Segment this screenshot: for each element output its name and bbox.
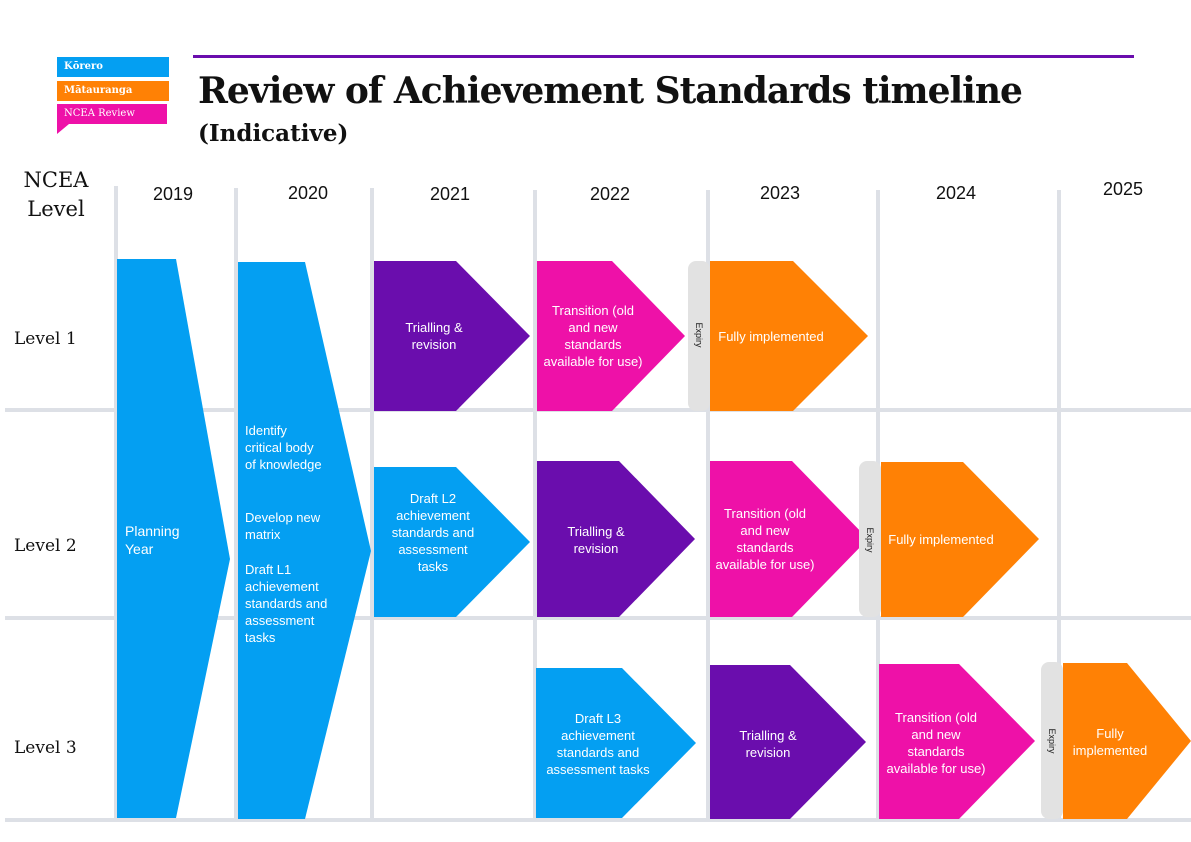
grid-line — [706, 190, 710, 822]
l1-trial-text: Trialling & revision — [405, 320, 463, 352]
level-2-label: Level 2 — [14, 536, 77, 556]
l3-expiry-bar — [1041, 662, 1063, 819]
grid-row-line — [5, 616, 1191, 620]
year-2021: 2021 — [430, 184, 471, 204]
l3-expiry-label: Expiry — [1047, 728, 1057, 754]
planning-year-arrow — [117, 259, 230, 818]
logo-korero: Kōrero — [57, 57, 169, 77]
l2-trial-arrow — [537, 461, 695, 617]
l3-full-text: Fully implemented — [1072, 726, 1148, 758]
grid-line — [1057, 190, 1061, 822]
development-step-2: Develop new matrix — [245, 510, 321, 542]
l3-transition-arrow — [879, 664, 1035, 819]
l2-full-text: Fully implemented — [888, 531, 994, 547]
grid-row-line — [5, 818, 1191, 822]
l2-expiry-bar — [859, 461, 881, 617]
development-step-3: Draft L1 achievement standards and asses… — [245, 562, 328, 645]
level-3-label: Level 3 — [14, 738, 77, 758]
development-arrow — [238, 262, 371, 819]
logo-tail-icon — [57, 124, 69, 134]
l3-trial-arrow — [710, 665, 866, 819]
year-2022: 2022 — [590, 184, 631, 204]
l2-full-arrow — [881, 462, 1039, 617]
year-2025: 2025 — [1103, 179, 1144, 199]
year-2020: 2020 — [288, 183, 329, 203]
grid-line — [370, 188, 374, 822]
l1-full-arrow — [710, 261, 868, 411]
planning-year-text: Planning Year — [125, 523, 180, 557]
development-step-1: Identify critical body of knowledge — [245, 423, 322, 472]
year-2019: 2019 — [153, 184, 194, 204]
l2-transition-arrow — [710, 461, 868, 617]
l3-transition-text: Transition (old and new standards availa… — [886, 710, 986, 776]
title-rule — [193, 55, 1134, 58]
grid-line — [114, 186, 118, 822]
l2-draft-arrow — [374, 467, 530, 617]
year-2024: 2024 — [936, 183, 977, 203]
l3-draft-text: Draft L3 achievement standards and asses… — [546, 711, 650, 777]
logo-ncea-review: NCEA Review — [57, 104, 167, 124]
logo-matauranga: Mātauranga — [57, 81, 169, 101]
l3-full-arrow — [1063, 663, 1191, 819]
page-title: Review of Achievement Standards timeline — [198, 70, 1023, 112]
l2-draft-text: Draft L2 achievement standards and asses… — [391, 490, 475, 574]
l1-transition-text: Transition (old and new standards availa… — [543, 303, 643, 369]
l3-draft-arrow — [536, 668, 696, 818]
l2-trial-text: Trialling & revision — [567, 524, 625, 556]
l2-expiry-label: Expiry — [865, 527, 875, 553]
l2-transition-text: Transition (old and new standards availa… — [715, 506, 815, 572]
year-2023: 2023 — [760, 183, 801, 203]
l1-expiry-label: Expiry — [694, 322, 704, 348]
page-subtitle: (Indicative) — [198, 120, 349, 147]
grid-line — [533, 190, 537, 822]
level-1-label: Level 1 — [14, 329, 77, 349]
l1-transition-arrow — [537, 261, 685, 411]
l1-expiry-bar — [688, 261, 710, 411]
l3-trial-text: Trialling & revision — [739, 728, 797, 760]
l1-trial-arrow — [374, 261, 530, 411]
l1-full-text: Fully implemented — [718, 328, 824, 344]
ncea-level-header: NCEA Level — [23, 168, 89, 221]
grid-line — [234, 188, 238, 822]
